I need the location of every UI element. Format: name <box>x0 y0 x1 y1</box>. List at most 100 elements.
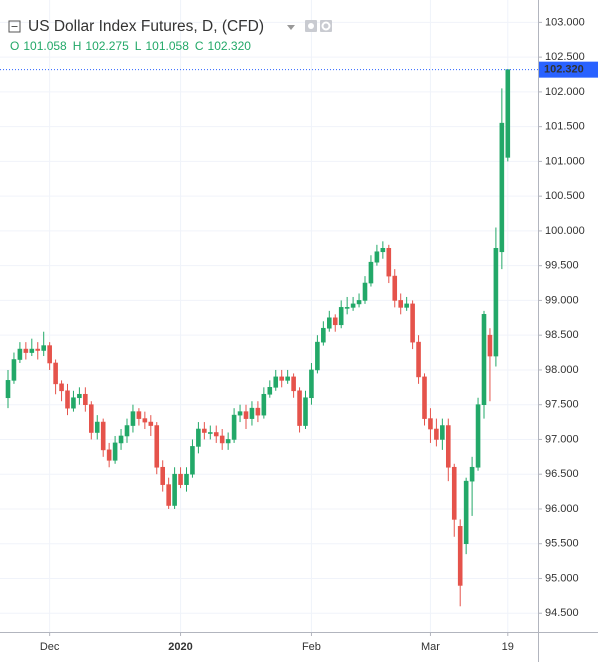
candle-body <box>356 300 362 305</box>
candle-body <box>5 380 11 399</box>
candle-body <box>398 300 404 308</box>
candle-body <box>428 418 433 430</box>
candle-body <box>47 345 52 364</box>
candle-body <box>154 425 160 468</box>
candle-body <box>118 435 124 444</box>
candle-body <box>326 317 332 329</box>
candle-body <box>219 435 225 444</box>
candle-body <box>285 376 290 381</box>
candle-body <box>481 314 487 405</box>
eye-icon-pupil <box>308 23 314 29</box>
candle-body <box>440 425 445 440</box>
candle-body <box>261 393 267 416</box>
candle-body <box>160 466 165 485</box>
candle-body <box>237 411 243 416</box>
candle-body <box>166 484 171 506</box>
ohlc-legend: O 101.058 H 102.275 L 101.058 C 102.320 <box>10 39 251 53</box>
candle-body <box>386 247 392 277</box>
candle-body <box>457 526 463 586</box>
candle-body <box>148 421 154 426</box>
candle-body <box>416 341 421 378</box>
y-tick-label: 98.000 <box>545 364 579 376</box>
candle-body <box>315 341 320 371</box>
y-tick-label: 95.000 <box>545 572 579 584</box>
candle-body <box>243 411 249 419</box>
candle-body <box>374 251 380 263</box>
settings-icon-gear <box>321 21 331 31</box>
candle-body <box>445 425 451 468</box>
collapse-icon[interactable] <box>8 20 21 33</box>
candle-body <box>344 307 350 309</box>
candle-body <box>225 439 231 444</box>
candle-body <box>136 411 142 419</box>
y-tick-label: 100.500 <box>545 190 585 202</box>
ohlc-value: 101.058 <box>145 39 189 53</box>
last-price-box <box>539 61 598 78</box>
candle-body <box>172 473 177 506</box>
candle-body <box>404 303 409 308</box>
candle-body <box>184 473 189 485</box>
candle-body <box>380 247 386 253</box>
candle-body <box>231 414 237 440</box>
candle-body <box>338 307 344 326</box>
x-tick-label: 2020 <box>168 641 192 653</box>
y-tick-label: 94.500 <box>545 607 579 619</box>
candle-body <box>100 421 106 451</box>
candle-body <box>71 397 76 409</box>
candle-body <box>267 387 273 395</box>
candle-body <box>89 404 94 433</box>
y-tick-label: 99.500 <box>545 260 579 272</box>
candle-body <box>41 345 47 351</box>
dropdown-arrow[interactable] <box>287 25 295 30</box>
y-tick-label: 101.000 <box>545 155 585 167</box>
y-tick-label: 100.000 <box>545 225 585 237</box>
candle-body <box>59 383 64 392</box>
candle-body <box>487 334 493 357</box>
candle-body <box>434 428 439 440</box>
candle-body <box>273 376 279 388</box>
y-tick-label: 98.500 <box>545 329 579 341</box>
candle-body <box>23 348 29 353</box>
candle-body <box>309 369 314 399</box>
candle-body <box>65 390 70 409</box>
candle-body <box>202 428 207 433</box>
candle-body <box>255 407 261 416</box>
y-tick-label: 103.000 <box>545 16 585 28</box>
candle-body <box>392 275 398 301</box>
ohlc-key: H <box>73 39 82 53</box>
ohlc-key: L <box>135 39 142 53</box>
y-tick-label: 95.500 <box>545 538 579 550</box>
candle-body <box>53 362 58 385</box>
candle-body <box>35 348 41 351</box>
candle-body <box>475 404 481 468</box>
candle-body <box>77 393 82 399</box>
last-price-label: 102.320 <box>544 64 584 76</box>
candle-body <box>493 247 499 357</box>
candle-body <box>196 428 201 447</box>
candle-body <box>130 411 136 426</box>
y-tick-label: 96.500 <box>545 468 579 480</box>
candle-body <box>410 303 415 343</box>
candle-body <box>106 449 112 461</box>
candle-body <box>332 317 338 326</box>
y-tick-label: 102.500 <box>545 51 585 63</box>
candle-body <box>213 432 219 437</box>
x-tick-label: Feb <box>302 641 321 653</box>
candle-body <box>142 418 148 423</box>
x-tick-label: 19 <box>502 641 514 653</box>
candle-body <box>303 397 308 426</box>
candle-body <box>321 327 326 343</box>
candle-body <box>279 376 285 381</box>
candle-body <box>451 466 457 520</box>
y-tick-label: 97.000 <box>545 433 579 445</box>
y-tick-label: 101.500 <box>545 121 585 133</box>
candle-body <box>11 359 17 381</box>
candle-body <box>499 122 505 253</box>
candle-body <box>112 442 118 461</box>
candle-body <box>124 425 130 437</box>
candle-body <box>422 376 427 419</box>
candle-body <box>368 261 374 284</box>
